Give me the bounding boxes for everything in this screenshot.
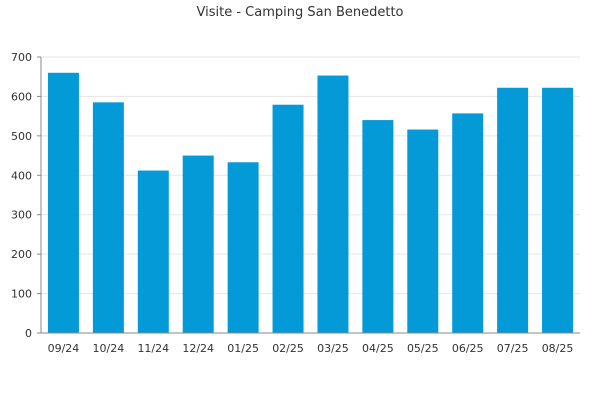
bar-01-25[interactable] — [227, 162, 259, 333]
x-tick-label: 03/25 — [317, 342, 349, 355]
y-tick-label: 700 — [11, 51, 32, 64]
bar-08-25[interactable] — [542, 87, 574, 333]
y-tick-label: 500 — [11, 130, 32, 143]
bar-07-25[interactable] — [497, 87, 529, 333]
x-tick-label: 12/24 — [182, 342, 214, 355]
bar-04-25[interactable] — [362, 120, 394, 333]
x-tick-label: 10/24 — [93, 342, 125, 355]
x-tick-label: 01/25 — [227, 342, 259, 355]
x-tick-label: 11/24 — [137, 342, 169, 355]
y-tick-label: 200 — [11, 248, 32, 261]
bar-12-24[interactable] — [182, 155, 214, 333]
bars — [47, 72, 574, 334]
x-tick-label: 06/25 — [452, 342, 484, 355]
y-tick-labels: 0 100 200 300 400 500 600 700 — [11, 51, 32, 340]
chart-title: Visite - Camping San Benedetto — [197, 5, 404, 20]
y-tick-label: 0 — [25, 327, 32, 340]
x-tick-labels: 09/24 10/24 11/24 12/24 01/25 02/25 03/25 04/25… — [48, 342, 574, 355]
bar-03-25[interactable] — [317, 75, 349, 333]
bar-09-24[interactable] — [47, 72, 79, 334]
y-tick-label: 600 — [11, 90, 32, 103]
bar-02-25[interactable] — [272, 104, 304, 333]
bar-11-24[interactable] — [137, 170, 169, 333]
y-tick-label: 400 — [11, 169, 32, 182]
bar-10-24[interactable] — [92, 102, 124, 333]
x-tick-label: 04/25 — [362, 342, 394, 355]
x-tick-label: 08/25 — [542, 342, 574, 355]
x-tick-label: 07/25 — [497, 342, 529, 355]
bar-06-25[interactable] — [452, 113, 484, 333]
axes — [37, 56, 580, 334]
y-tick-label: 100 — [11, 288, 32, 301]
bar-05-25[interactable] — [407, 129, 439, 333]
x-tick-label: 09/24 — [48, 342, 80, 355]
gridlines — [41, 56, 580, 295]
x-tick-label: 02/25 — [272, 342, 304, 355]
y-tick-label: 300 — [11, 209, 32, 222]
x-tick-label: 05/25 — [407, 342, 439, 355]
